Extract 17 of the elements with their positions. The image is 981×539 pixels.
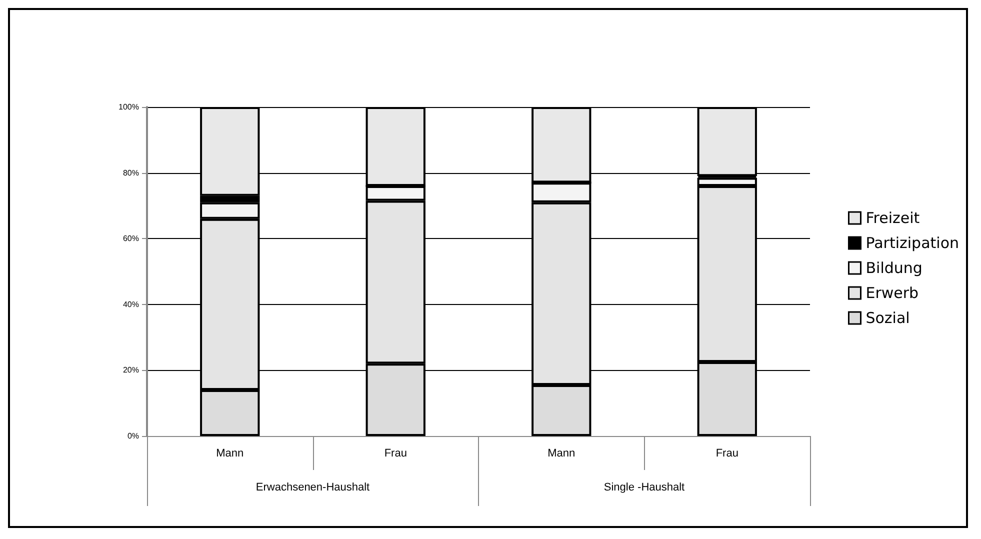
legend-label: Freizeit: [866, 209, 920, 227]
y-tick-label: 80%: [122, 168, 139, 178]
legend-label: Erwerb: [866, 284, 919, 302]
text: Erwachsenen-Haushalt: [256, 482, 370, 494]
x-tick-label: Mann: [548, 448, 576, 460]
y-tick-label: 0%: [127, 432, 139, 440]
y-tick-label: 100%: [118, 102, 139, 112]
y-tick-label: 20%: [122, 366, 139, 375]
legend-label: Bildung: [866, 259, 922, 277]
y-tick-label: 40%: [122, 300, 139, 309]
legend-label: Sozial: [866, 309, 910, 327]
x-tick-label: Frau: [716, 448, 738, 460]
legend-label: Partizipation: [866, 234, 960, 252]
y-tick-label: 60%: [122, 234, 139, 244]
text: Single -Haushalt: [604, 482, 685, 494]
x-tick-label: Frau: [384, 448, 407, 460]
x-tick-label: Mann: [216, 448, 244, 460]
